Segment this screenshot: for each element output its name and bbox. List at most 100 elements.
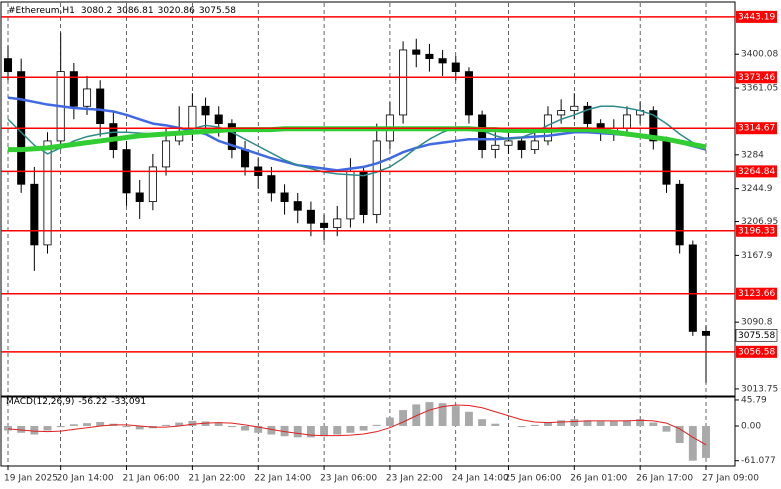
macd-bar <box>688 425 697 461</box>
macd-title: MACD(12,26,9) -56.22 -33.091 <box>6 397 146 407</box>
candle-body <box>372 140 381 215</box>
x-tick-label: 25 Jan 06:00 <box>504 474 561 484</box>
macd-bar <box>491 423 500 426</box>
macd-bar <box>464 411 473 426</box>
candle-body <box>649 110 658 142</box>
candle-body <box>214 114 223 125</box>
grid <box>7 3 707 466</box>
x-tick-label: 23 Jan 06:00 <box>320 474 377 484</box>
candle-body <box>412 49 421 55</box>
level-label: 3443.19 <box>738 12 775 22</box>
macd-bar <box>346 425 355 433</box>
y-tick-label: 45.79 <box>741 395 767 405</box>
macd-bar <box>675 425 684 444</box>
macd-bar <box>385 417 394 426</box>
candle-body <box>451 62 460 73</box>
macd-bar <box>320 425 329 437</box>
macd-bar <box>214 423 223 426</box>
candle-body <box>267 175 276 194</box>
price-label-box <box>735 329 778 342</box>
candle-body <box>701 330 711 336</box>
macd-bar <box>56 425 65 428</box>
candle-body <box>346 170 355 220</box>
candle-body <box>333 218 342 228</box>
y-tick-label: 3284 <box>741 150 764 160</box>
price-plot <box>1 16 735 383</box>
level-label: 3373.46 <box>738 73 775 83</box>
macd-bar <box>267 425 276 435</box>
macd-bar <box>530 424 539 426</box>
macd-signal: -33.091 <box>111 397 146 407</box>
candle-body <box>241 149 250 168</box>
candle-body <box>306 209 315 224</box>
macd-bar <box>135 425 144 430</box>
candle-body <box>148 166 157 202</box>
candle-body <box>96 88 105 125</box>
level-label-box <box>736 287 777 300</box>
level-label: 3196.33 <box>738 226 775 236</box>
macd-name: MACD(12,26,9) <box>6 397 74 407</box>
x-tick-label: 20 Jan 14:00 <box>57 474 114 484</box>
macd-bar <box>517 425 526 428</box>
signal-line <box>7 404 707 446</box>
macd-bar <box>557 420 566 426</box>
macd-panel <box>0 396 736 467</box>
candle-body <box>399 49 408 116</box>
level-label-box <box>736 71 777 84</box>
macd-bar <box>649 422 658 426</box>
macd-bar <box>201 421 210 426</box>
x-tick-label: 21 Jan 06:00 <box>123 474 180 484</box>
x-tick-label: 21 Jan 22:00 <box>188 474 245 484</box>
macd-bar <box>399 410 408 426</box>
macd-bar <box>662 425 671 432</box>
candle-body <box>570 105 579 112</box>
candle-body <box>201 105 210 116</box>
symbol: #Ethereum,H1 <box>8 6 75 16</box>
macd-bar <box>30 425 39 435</box>
candle-body <box>162 140 171 168</box>
macd-bar <box>333 425 342 435</box>
candle-body <box>320 222 329 228</box>
y-tick-label: 3206.95 <box>741 217 778 227</box>
last-high: 3086.81 <box>116 6 153 16</box>
chart-title: #Ethereum,H1 3080.2 3086.81 3020.86 3075.58 <box>8 6 236 16</box>
x-tick-label: 19 Jan 2025 <box>4 474 58 484</box>
y-tick-label: 3167.9 <box>741 251 773 261</box>
candle-body <box>425 53 434 60</box>
macd-main: -56.22 <box>78 397 107 407</box>
x-tick-label: 24 Jan 14:00 <box>452 474 509 484</box>
macd-bar <box>293 425 302 438</box>
candle-body <box>43 140 52 246</box>
macd-bar <box>43 425 52 431</box>
x-tick-label: 22 Jan 14:00 <box>254 474 311 484</box>
macd-bar <box>83 423 91 426</box>
macd-bar <box>451 406 460 426</box>
candle-body <box>69 71 78 107</box>
macd-bar <box>425 402 434 426</box>
candle-body <box>675 183 684 246</box>
candle-body <box>464 71 473 116</box>
macd-bar <box>69 424 78 426</box>
macd-plot <box>4 402 710 461</box>
macd-bar <box>162 424 170 426</box>
level-label-box <box>736 122 777 135</box>
y-tick-label: 3361.05 <box>741 84 778 94</box>
price-label: 3075.58 <box>738 331 775 341</box>
price-panel <box>0 1 736 397</box>
last-close: 3075.58 <box>199 6 236 16</box>
candle-body <box>517 140 526 150</box>
level-label-box <box>736 224 777 237</box>
macd-bar <box>438 403 447 426</box>
candle-body <box>30 183 39 246</box>
candle-body <box>504 140 513 146</box>
macd-bar <box>623 420 631 426</box>
level-label-box <box>736 165 777 178</box>
candle-body <box>280 192 289 202</box>
x-tick-label: 27 Jan 09:00 <box>702 474 759 484</box>
level-label: 3314.67 <box>738 124 775 134</box>
macd-bar <box>702 425 710 458</box>
y-tick-label: 3013.75 <box>741 384 778 394</box>
